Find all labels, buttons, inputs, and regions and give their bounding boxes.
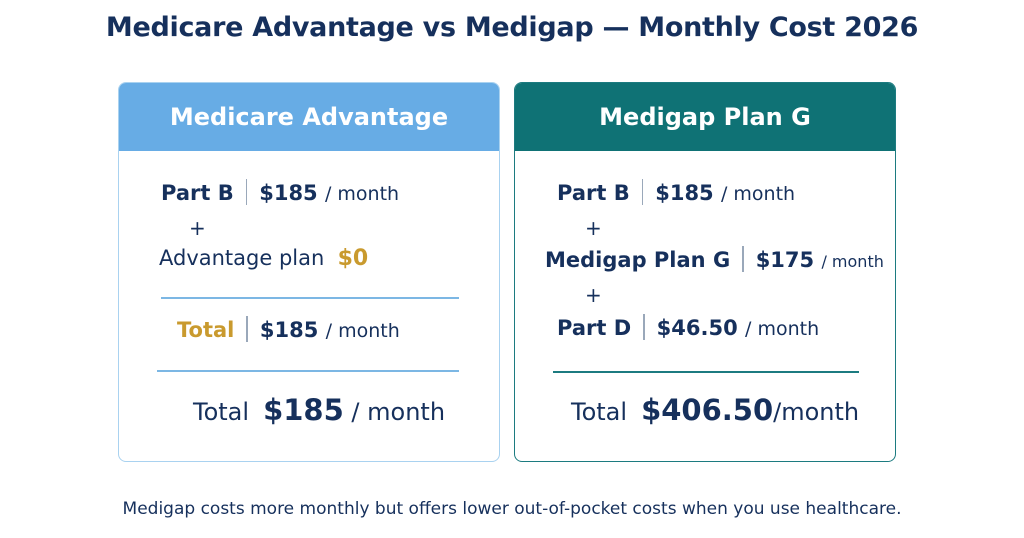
medicare-advantage-card: Medicare Advantage Part B $185 / month + … xyxy=(118,82,500,462)
divider-line xyxy=(553,371,859,373)
medigap-part-d-row: Part D $46.50 / month xyxy=(557,314,820,342)
plus-sign: + xyxy=(189,216,206,240)
advantage-plan-row: Advantage plan $0 xyxy=(159,246,368,271)
part-d-value: $46.50 xyxy=(656,316,738,340)
total-value: $406.50 xyxy=(641,393,774,427)
advantage-subtotal-row: Total $185 / month xyxy=(177,316,400,344)
row-divider xyxy=(641,179,644,205)
row-divider xyxy=(246,316,248,342)
part-b-value: $185 xyxy=(655,181,714,205)
advantage-plan-value: $0 xyxy=(337,246,369,271)
divider-line xyxy=(161,297,459,299)
advantage-part-b-row: Part B $185 / month xyxy=(161,179,400,207)
advantage-plan-label: Advantage plan xyxy=(159,246,325,270)
footnote: Medigap costs more monthly but offers lo… xyxy=(122,499,902,519)
row-divider xyxy=(742,246,744,272)
plus-sign: + xyxy=(585,283,602,307)
page-title: Medicare Advantage vs Medigap — Monthly … xyxy=(105,12,919,43)
medigap-plan-g-card: Medigap Plan G Part B $185 / month + Medi… xyxy=(514,82,896,462)
row-divider xyxy=(245,179,248,205)
plan-g-label: Medigap Plan G xyxy=(545,248,731,272)
medigap-part-b-row: Part B $185 / month xyxy=(557,179,796,207)
total-label: Total xyxy=(571,398,628,426)
subtotal-unit: / month xyxy=(325,320,400,342)
subtotal-label: Total xyxy=(177,318,235,342)
row-divider xyxy=(643,314,645,340)
medigap-plan-g-row: Medigap Plan G $175 / month xyxy=(545,246,884,274)
part-d-unit: / month xyxy=(745,318,820,340)
plan-g-unit: / month xyxy=(821,252,884,271)
medigap-total: Total $406.50/month xyxy=(571,393,859,427)
total-unit: / month xyxy=(351,398,446,426)
plus-sign: + xyxy=(585,216,602,240)
part-d-label: Part D xyxy=(557,316,632,340)
part-b-value: $185 xyxy=(259,181,318,205)
part-b-label: Part B xyxy=(161,181,234,205)
subtotal-value: $185 xyxy=(259,318,319,342)
total-value: $185 xyxy=(263,393,344,427)
advantage-total: Total $185 / month xyxy=(193,393,445,427)
total-unit: /month xyxy=(773,398,860,426)
total-label: Total xyxy=(193,398,250,426)
medicare-advantage-header: Medicare Advantage xyxy=(119,83,499,151)
part-b-label: Part B xyxy=(557,181,630,205)
medigap-plan-g-header: Medigap Plan G xyxy=(515,83,895,151)
divider-line xyxy=(157,370,459,372)
part-b-unit: / month xyxy=(720,183,796,205)
part-b-unit: / month xyxy=(324,183,400,205)
plan-g-value: $175 xyxy=(755,248,815,272)
